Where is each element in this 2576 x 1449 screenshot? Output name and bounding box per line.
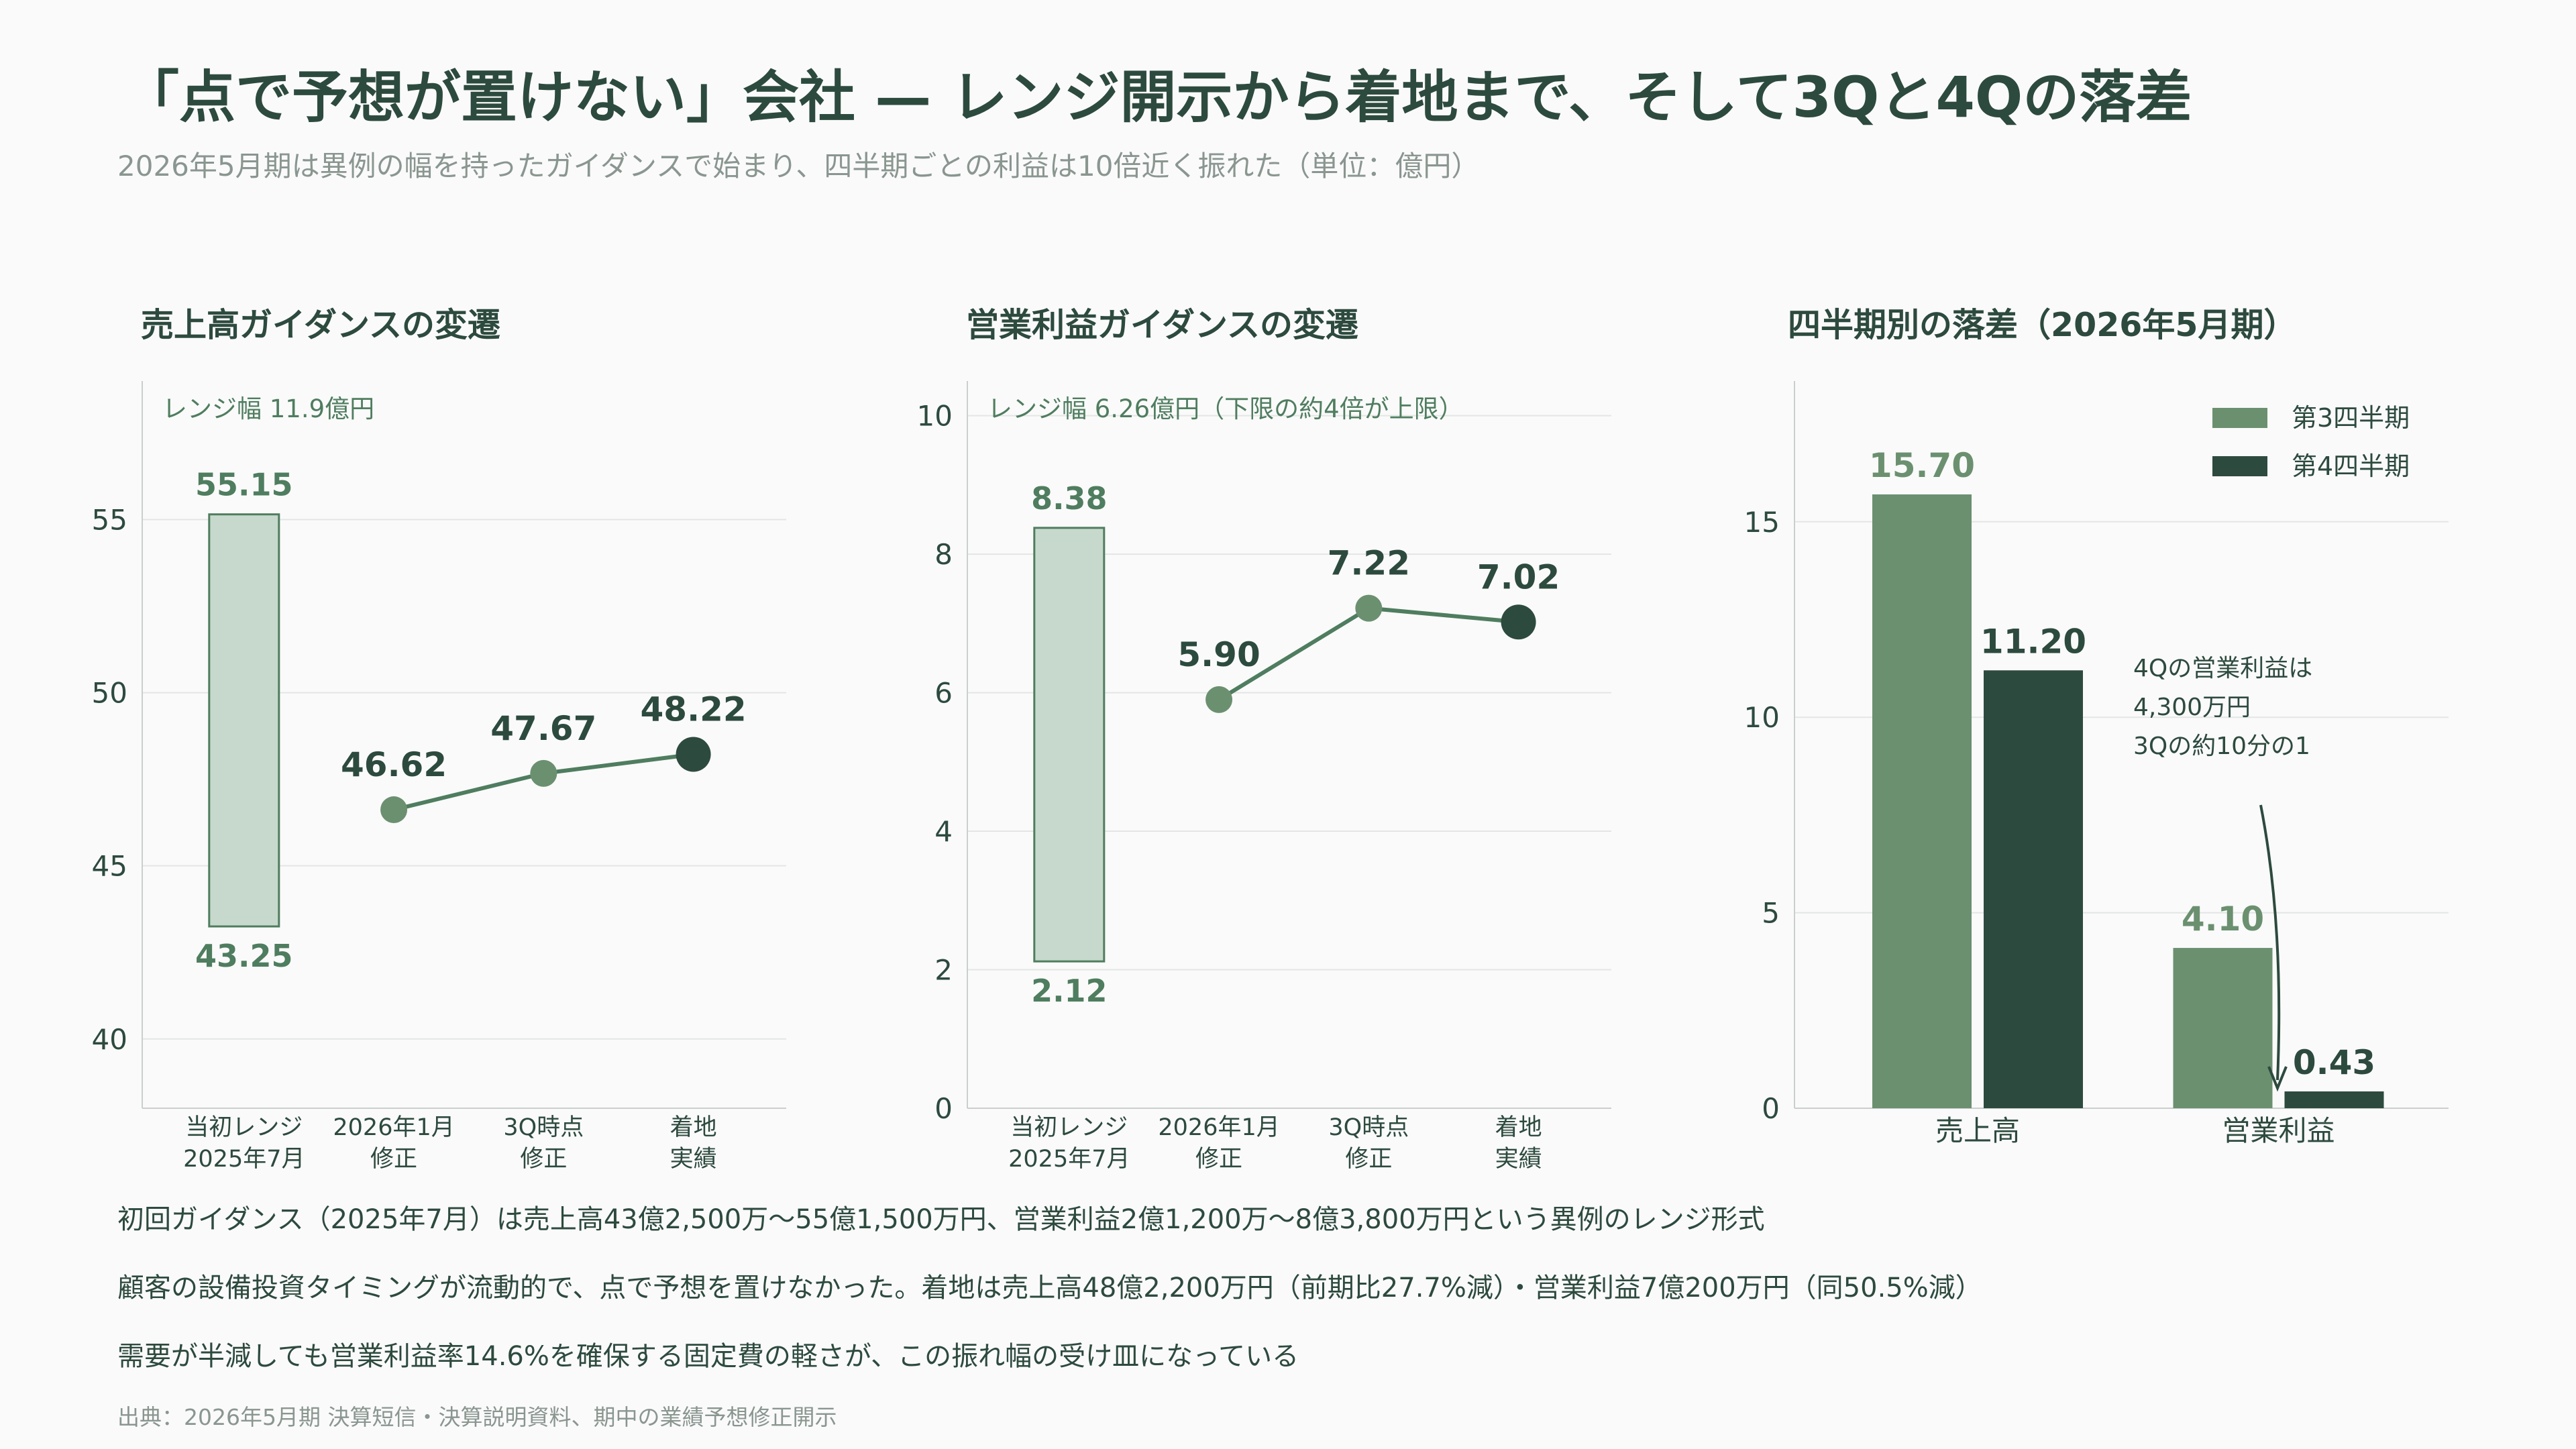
quarterly-gap-chart: 0 5 10 15 15.70 11.20 売上高 4.10 0.43 営業利益 第3四半期第4四半…: [1744, 381, 2449, 1147]
y-tick-label: 10: [917, 400, 953, 433]
annotation-text: 4,300万円: [2133, 694, 2251, 721]
bar-value-label: 4.10: [2182, 900, 2264, 938]
y-tick-label: 0: [934, 1092, 953, 1125]
annotation-text: 3Qの約10分の1: [2133, 733, 2310, 760]
bar-q4: [2284, 1091, 2384, 1108]
guidance-line: [1218, 606, 1519, 702]
y-tick-label: 5: [1762, 897, 1780, 930]
chart-title-quarterly: 四半期別の落差（2026年5月期）: [1788, 306, 2297, 344]
x-tick-label: 着地: [1495, 1114, 1542, 1141]
legend-swatch: [2212, 456, 2267, 476]
x-tick-label: 修正: [370, 1146, 417, 1173]
actual-point: [1501, 604, 1536, 640]
bar-value-label: 0.43: [2293, 1043, 2375, 1082]
x-tick-label: 実績: [670, 1146, 717, 1173]
revision-point: [380, 796, 408, 824]
page-subtitle: 2026年5月期は異例の幅を持ったガイダンスで始まり、四半期ごとの利益は10倍近…: [117, 150, 1480, 182]
x-tick-label: 修正: [1195, 1146, 1242, 1173]
bar-value-label: 11.20: [1980, 622, 2086, 661]
note-cost-structure: 需要が半減しても営業利益率14.6%を確保する固定費の軽さが、この振れ幅の受け皿…: [117, 1341, 1299, 1372]
sales-guidance-chart: 40 45 50 55 レンジ幅 11.9億円 55.15 43.25 46.62 47.67 4…: [92, 381, 786, 1173]
note-initial-guidance: 初回ガイダンス（2025年7月）は売上高43億2,500万〜55億1,500万円…: [117, 1204, 1765, 1235]
y-tick-label: 50: [92, 677, 127, 710]
x-tick-label: 修正: [520, 1146, 567, 1173]
point-value-label: 7.22: [1328, 544, 1410, 583]
legend-swatch: [2212, 408, 2267, 428]
x-tick-label: 2025年7月: [1008, 1146, 1130, 1173]
range-low-label: 2.12: [1031, 973, 1108, 1009]
note-outcome: 顧客の設備投資タイミングが流動的で、点で予想を置けなかった。着地は売上高48億2…: [117, 1273, 1982, 1303]
x-tick-label: 実績: [1495, 1146, 1542, 1173]
y-tick-label: 4: [934, 815, 953, 848]
annotation-text: 4Qの営業利益は: [2133, 655, 2312, 682]
y-tick-label: 8: [934, 538, 953, 571]
y-tick-label: 55: [92, 503, 127, 536]
bar-q3: [2173, 948, 2273, 1108]
point-value-label: 47.67: [490, 709, 596, 748]
bar-value-label: 15.70: [1869, 446, 1975, 485]
range-low-label: 43.25: [195, 938, 293, 974]
range-width-note: レンジ幅 11.9億円: [162, 394, 374, 423]
x-tick-label: 営業利益: [2222, 1114, 2334, 1147]
x-tick-label: 修正: [1345, 1146, 1392, 1173]
annotation-arrowhead: [2267, 1066, 2288, 1092]
legend-label: 第4四半期: [2292, 451, 2410, 481]
y-tick-label: 6: [934, 677, 953, 710]
range-width-note: レンジ幅 6.26億円（下限の約4倍が上限）: [987, 394, 1464, 423]
bar-q4: [1984, 670, 2083, 1108]
guidance-range-bar: [1033, 527, 1106, 963]
x-tick-label: 2025年7月: [183, 1146, 305, 1173]
x-tick-label: 3Q時点: [1328, 1114, 1409, 1141]
y-tick-label: 40: [92, 1023, 127, 1056]
range-high-label: 8.38: [1031, 480, 1108, 517]
revision-point: [1355, 594, 1383, 622]
y-tick-label: 45: [92, 850, 127, 883]
point-value-label: 46.62: [341, 745, 447, 784]
y-tick-label: 0: [1762, 1092, 1780, 1125]
guidance-range-bar: [208, 513, 280, 928]
x-tick-label: 2026年1月: [333, 1114, 454, 1141]
point-value-label: 5.90: [1177, 635, 1260, 674]
x-tick-label: 売上高: [1935, 1114, 2020, 1147]
y-tick-label: 2: [934, 954, 953, 987]
source-note: 出典：2026年5月期 決算短信・決算説明資料、期中の業績予想修正開示: [117, 1404, 837, 1430]
revision-point: [530, 759, 557, 787]
y-tick-label: 15: [1744, 506, 1780, 539]
y-tick-label: 10: [1744, 701, 1780, 734]
x-tick-label: 当初レンジ: [1010, 1114, 1128, 1141]
range-high-label: 55.15: [195, 467, 293, 503]
legend-label: 第3四半期: [2292, 403, 2410, 433]
x-tick-label: 2026年1月: [1158, 1114, 1279, 1141]
page-title: 「点で予想が置けない」会社 — レンジ開示から着地まで、そして3Qと4Qの落差: [123, 64, 2192, 130]
x-tick-label: 着地: [670, 1114, 717, 1141]
point-value-label: 7.02: [1477, 557, 1560, 596]
annotation-arrow: [2259, 804, 2281, 1081]
bar-q3: [1872, 494, 1972, 1108]
op-profit-guidance-chart: 0 2 4 6 8 10 レンジ幅 6.26億円（下限の約4倍が上限） 8.38 2.12 5.9…: [917, 381, 1611, 1173]
x-tick-label: 当初レンジ: [185, 1114, 303, 1141]
chart-title-sales: 売上高ガイダンスの変遷: [141, 306, 501, 344]
point-value-label: 48.22: [641, 690, 747, 729]
actual-point: [676, 737, 711, 772]
revision-point: [1205, 686, 1233, 713]
chart-title-op-profit: 営業利益ガイダンスの変遷: [966, 306, 1359, 344]
x-tick-label: 3Q時点: [503, 1114, 584, 1141]
